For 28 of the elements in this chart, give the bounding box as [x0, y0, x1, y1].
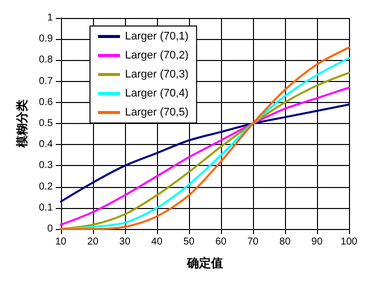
- legend-label: Larger (70,1): [125, 30, 189, 42]
- y-tick-label: 0.2: [38, 181, 54, 192]
- y-tick-label: 0.8: [38, 54, 54, 66]
- x-tick-label: 10: [55, 236, 67, 248]
- x-tick-label: 100: [340, 236, 358, 248]
- y-tick-label: 0.4: [38, 139, 54, 150]
- x-tick-label: 20: [87, 236, 99, 248]
- y-tick-label: 0.1: [38, 202, 54, 214]
- y-axis-title: 模糊分类: [15, 100, 29, 148]
- legend-label: Larger (70,3): [125, 68, 189, 80]
- x-tick-label: 30: [119, 236, 131, 248]
- y-tick-label: 0.7: [38, 76, 54, 87]
- y-tick-label: 0: [47, 224, 54, 234]
- x-tick-label: 60: [215, 236, 227, 248]
- y-tick-label: 0.9: [38, 34, 54, 45]
- x-tick-label: 80: [279, 236, 291, 248]
- x-tick-label: 40: [151, 236, 163, 248]
- x-tick-label: 70: [247, 236, 259, 248]
- x-tick-label: 50: [183, 236, 195, 248]
- y-tick-label: 1: [47, 12, 54, 24]
- x-tick-label: 90: [311, 236, 323, 248]
- legend-label: Larger (70,2): [125, 50, 189, 62]
- y-tick-label: 0.5: [38, 118, 54, 129]
- x-axis-title: 确定值: [186, 256, 223, 270]
- legend-label: Larger (70,4): [125, 88, 189, 100]
- legend-label: Larger (70,5): [125, 106, 189, 118]
- y-tick-label: 0.6: [38, 96, 54, 108]
- y-tick-label: 0.3: [38, 160, 54, 172]
